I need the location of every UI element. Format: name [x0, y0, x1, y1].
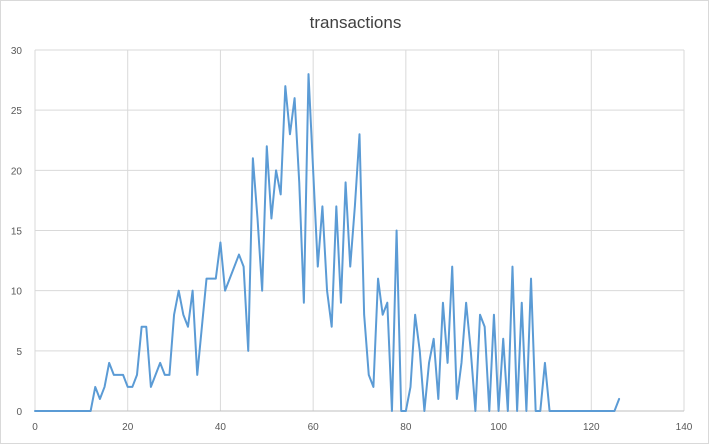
x-tick-label: 140: [676, 422, 693, 433]
x-tick-label: 40: [215, 422, 227, 433]
y-tick-label: 0: [16, 407, 22, 418]
y-tick-label: 25: [11, 106, 23, 117]
y-tick-label: 15: [11, 227, 23, 238]
series-layer: [34, 73, 621, 412]
y-tick-label: 10: [11, 287, 23, 298]
chart-title: transactions: [309, 13, 402, 32]
y-tick-label: 30: [11, 46, 23, 57]
x-tick-label: 20: [122, 422, 134, 433]
y-tick-label: 20: [11, 166, 23, 177]
x-tick-label: 120: [583, 422, 600, 433]
x-tick-label: 0: [32, 422, 38, 433]
y-tick-label: 5: [16, 347, 22, 358]
x-tick-label: 80: [400, 422, 412, 433]
series-line-0: [34, 73, 621, 412]
tick-labels: 0 5 10 15 20 25 30 0 20 40 60 80 100 120 140: [11, 46, 693, 433]
x-tick-label: 60: [308, 422, 320, 433]
gridlines: [35, 49, 685, 411]
x-tick-label: 100: [490, 422, 507, 433]
